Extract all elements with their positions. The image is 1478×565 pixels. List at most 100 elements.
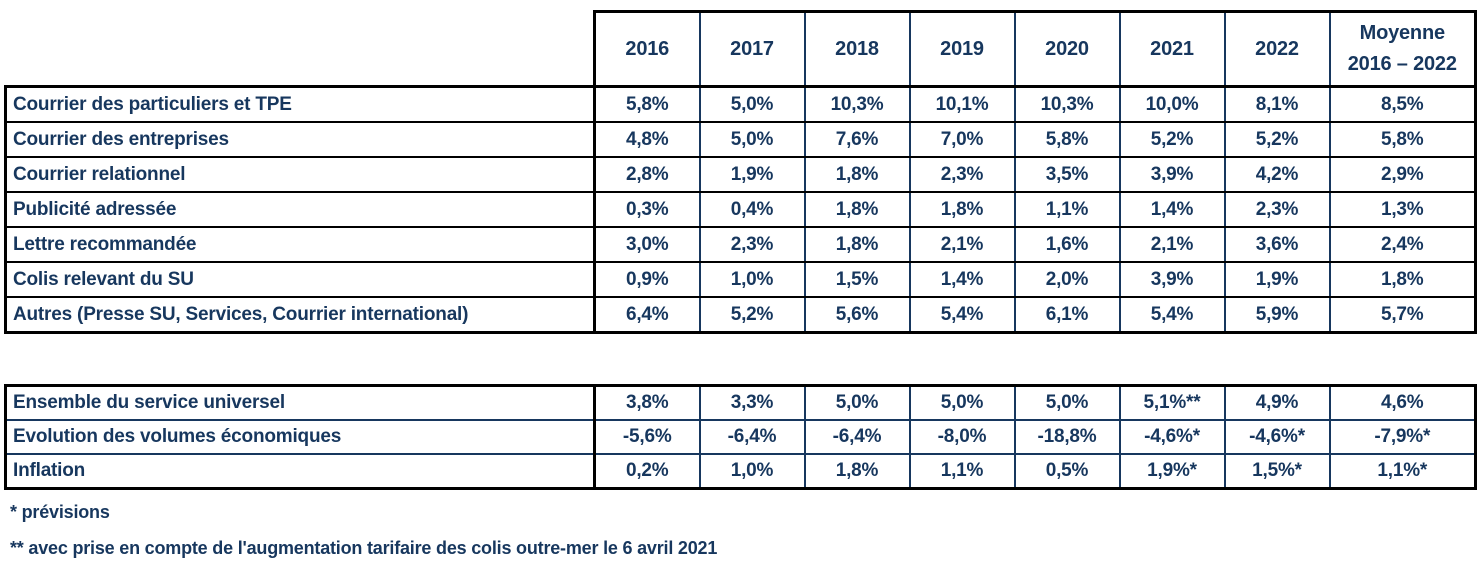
value-cell: 1,1% — [1013, 191, 1121, 228]
value-cell: 1,6% — [1013, 226, 1121, 263]
value-cell: 4,8% — [593, 121, 701, 158]
value-cell: 5,0% — [908, 384, 1016, 421]
value-cell: -5,6% — [593, 419, 701, 455]
value-cell: 1,8% — [1328, 261, 1477, 298]
value-cell: -4,6%* — [1223, 419, 1331, 455]
summary-table: Ensemble du service universel 3,8% 3,3% 5,0… — [4, 384, 1477, 490]
section1-body: Courrier des particuliers et TPE 5,8% 5,0%… — [4, 85, 1477, 334]
section2-body: Ensemble du service universel 3,8% 3,3% 5,0… — [4, 384, 1477, 490]
value-cell: 8,5% — [1328, 85, 1477, 123]
value-cell: 7,6% — [803, 121, 911, 158]
row-label: Publicité adressée — [4, 191, 596, 228]
value-cell: 1,8% — [908, 191, 1016, 228]
value-cell: -4,6%* — [1118, 419, 1226, 455]
row-label: Inflation — [4, 453, 596, 490]
value-cell: 5,4% — [1118, 296, 1226, 334]
value-cell: 10,3% — [1013, 85, 1121, 123]
value-cell: 1,9% — [1223, 261, 1331, 298]
row-label: Ensemble du service universel — [4, 384, 596, 421]
value-cell: -7,9%* — [1328, 419, 1477, 455]
value-cell: -8,0% — [908, 419, 1016, 455]
value-cell: 10,1% — [908, 85, 1016, 123]
value-cell: 8,1% — [1223, 85, 1331, 123]
table-row: Evolution des volumes économiques -5,6% -6… — [4, 419, 1477, 455]
value-cell: 4,9% — [1223, 384, 1331, 421]
value-cell: 1,1% — [908, 453, 1016, 490]
row-label: Courrier des entreprises — [4, 121, 596, 158]
value-cell: 2,3% — [1223, 191, 1331, 228]
table-row: Publicité adressée 0,3% 0,4% 1,8% 1,8% 1,1% 1,… — [4, 191, 1477, 228]
value-cell: 1,0% — [698, 261, 806, 298]
row-label: Evolution des volumes économiques — [4, 419, 596, 455]
value-cell: 3,6% — [1223, 226, 1331, 263]
value-cell: 1,1%* — [1328, 453, 1477, 490]
value-cell: 1,5%* — [1223, 453, 1331, 490]
value-cell: 5,9% — [1223, 296, 1331, 334]
value-cell: 0,5% — [1013, 453, 1121, 490]
value-cell: 1,4% — [908, 261, 1016, 298]
value-cell: 1,3% — [1328, 191, 1477, 228]
value-cell: 10,3% — [803, 85, 911, 123]
value-cell: 6,1% — [1013, 296, 1121, 334]
value-cell: 7,0% — [908, 121, 1016, 158]
value-cell: 3,5% — [1013, 156, 1121, 193]
value-cell: 5,2% — [1223, 121, 1331, 158]
value-cell: 0,3% — [593, 191, 701, 228]
value-cell: 5,0% — [698, 121, 806, 158]
value-cell: 5,7% — [1328, 296, 1477, 334]
value-cell: -6,4% — [698, 419, 806, 455]
value-cell: 1,8% — [803, 156, 911, 193]
row-label: Courrier des particuliers et TPE — [4, 85, 596, 123]
table-row: Ensemble du service universel 3,8% 3,3% 5,0… — [4, 384, 1477, 421]
value-cell: 5,8% — [593, 85, 701, 123]
value-cell: 6,4% — [593, 296, 701, 334]
value-cell: 1,8% — [803, 226, 911, 263]
table-row: Courrier des particuliers et TPE 5,8% 5,0%… — [4, 85, 1477, 123]
year-header: 2020 — [1013, 10, 1121, 88]
table-row: Lettre recommandée 3,0% 2,3% 1,8% 2,1% 1,6% 2,… — [4, 226, 1477, 263]
footnote-colis-outre-mer: ** avec prise en compte de l'augmentatio… — [10, 538, 718, 558]
value-cell: 1,5% — [803, 261, 911, 298]
row-label: Lettre recommandée — [4, 226, 596, 263]
value-cell: 2,3% — [698, 226, 806, 263]
value-cell: 2,4% — [1328, 226, 1477, 263]
value-cell: 4,6% — [1328, 384, 1477, 421]
row-label: Courrier relationnel — [4, 156, 596, 193]
header-row: 2016 2017 2018 2019 2020 2021 2022 Moyen… — [5, 10, 1477, 88]
footnote-previsions: * prévisions — [10, 502, 110, 522]
value-cell: -18,8% — [1013, 419, 1121, 455]
value-cell: 1,8% — [803, 191, 911, 228]
value-cell: 2,8% — [593, 156, 701, 193]
value-cell: 3,9% — [1118, 156, 1226, 193]
value-cell: 5,0% — [1013, 384, 1121, 421]
value-cell: 5,0% — [698, 85, 806, 123]
value-cell: 5,8% — [1013, 121, 1121, 158]
value-cell: 0,4% — [698, 191, 806, 228]
price-increase-table: 2016 2017 2018 2019 2020 2021 2022 Moyen… — [4, 10, 1477, 334]
average-header-line1: Moyenne — [1359, 22, 1445, 44]
table-row: Colis relevant du SU 0,9% 1,0% 1,5% 1,4% 2,0%… — [4, 261, 1477, 298]
value-cell: 1,4% — [1118, 191, 1226, 228]
value-cell: 1,9% — [698, 156, 806, 193]
value-cell: -6,4% — [803, 419, 911, 455]
value-cell: 3,0% — [593, 226, 701, 263]
value-cell: 5,0% — [803, 384, 911, 421]
value-cell: 2,1% — [908, 226, 1016, 263]
value-cell: 1,0% — [698, 453, 806, 490]
table-row: Courrier relationnel 2,8% 1,9% 1,8% 2,3% 3,5%… — [4, 156, 1477, 193]
average-header-line2: 2016 – 2022 — [1347, 53, 1457, 75]
year-header: 2016 — [593, 10, 701, 88]
blank-corner-cell — [5, 11, 595, 87]
value-cell: 3,3% — [698, 384, 806, 421]
value-cell: 3,9% — [1118, 261, 1226, 298]
table-row: Courrier des entreprises 4,8% 5,0% 7,6% 7,0%… — [4, 121, 1477, 158]
value-cell: 2,1% — [1118, 226, 1226, 263]
value-cell: 5,1%** — [1118, 384, 1226, 421]
average-header: Moyenne 2016 – 2022 — [1328, 10, 1477, 88]
table-row: Autres (Presse SU, Services, Courrier in… — [4, 296, 1477, 334]
value-cell: 0,2% — [593, 453, 701, 490]
value-cell: 2,9% — [1328, 156, 1477, 193]
row-label: Autres (Presse SU, Services, Courrier in… — [4, 296, 596, 334]
year-header: 2022 — [1223, 10, 1331, 88]
